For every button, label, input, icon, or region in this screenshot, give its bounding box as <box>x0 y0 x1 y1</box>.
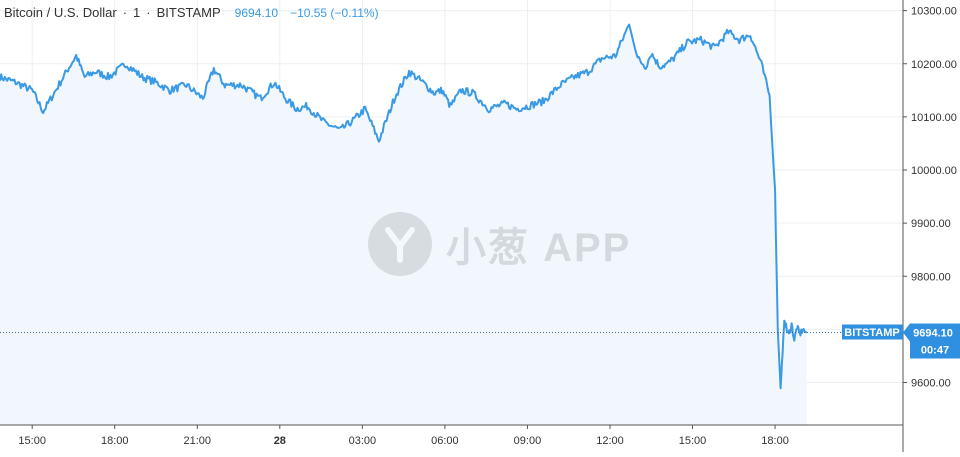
exchange-tag-label: BITSTAMP <box>844 327 899 339</box>
area-fill-path <box>0 24 807 425</box>
price-axis[interactable]: 9600.00 9800.00 9900.00 10000.00 10100.00 102… <box>902 0 957 452</box>
time-tick-label: 18:00 <box>101 435 129 447</box>
exchange-tag-bg <box>842 324 903 340</box>
separator-dot: · <box>122 5 128 20</box>
xiaocong-logo-icon <box>368 212 432 276</box>
price-change: −10.55 (−0.11%) <box>290 6 379 20</box>
exchange-label: BITSTAMP <box>156 5 221 20</box>
time-tick-label: 06:00 <box>431 435 459 447</box>
time-tick-label: 21:00 <box>184 435 212 447</box>
time-tick-label: 09:00 <box>514 435 542 447</box>
price-value-tag-bg <box>903 323 960 342</box>
price-series <box>0 23 808 390</box>
time-tick-label: 18:00 <box>761 435 789 447</box>
time-tick-label: 15:00 <box>679 435 707 447</box>
price-tick-label: 9800.00 <box>911 271 951 283</box>
price-tick-label: 10200.00 <box>911 59 957 71</box>
price-tick-label: 10000.00 <box>911 165 957 177</box>
last-value: 9694.10 <box>234 6 279 20</box>
watermark-text: 小葱 APP <box>446 226 632 270</box>
price-line-path <box>0 23 808 390</box>
countdown-tag-label: 00:47 <box>921 345 949 357</box>
countdown-tag-bg <box>910 341 960 359</box>
interval-label: 1 <box>133 5 141 20</box>
price-tick-label: 9600.00 <box>911 378 951 390</box>
price-tick-label: 10300.00 <box>911 6 957 18</box>
price-tags: BITSTAMP 9694.10 00:47 <box>842 323 960 359</box>
time-tick-label: 28 <box>274 435 286 447</box>
price-tick-label: 10100.00 <box>911 112 957 124</box>
time-axis[interactable]: 15:00 18:00 21:00 28 03:00 06:00 09:00 12:00 15:… <box>0 424 903 447</box>
time-tick-label: 15:00 <box>18 435 46 447</box>
time-tick-label: 12:00 <box>596 435 624 447</box>
watermark: 小葱 APP <box>368 210 631 278</box>
area-fill <box>0 24 807 425</box>
separator-dot: · <box>146 5 151 20</box>
time-tick-label: 03:00 <box>349 435 377 447</box>
price-tick-label: 9900.00 <box>911 218 951 230</box>
price-value-tag-label: 9694.10 <box>913 328 953 340</box>
chart-legend: Bitcoin / U.S. Dollar · 1 · BITSTAMP 969… <box>4 5 379 20</box>
symbol-name: Bitcoin / U.S. Dollar <box>4 5 117 20</box>
